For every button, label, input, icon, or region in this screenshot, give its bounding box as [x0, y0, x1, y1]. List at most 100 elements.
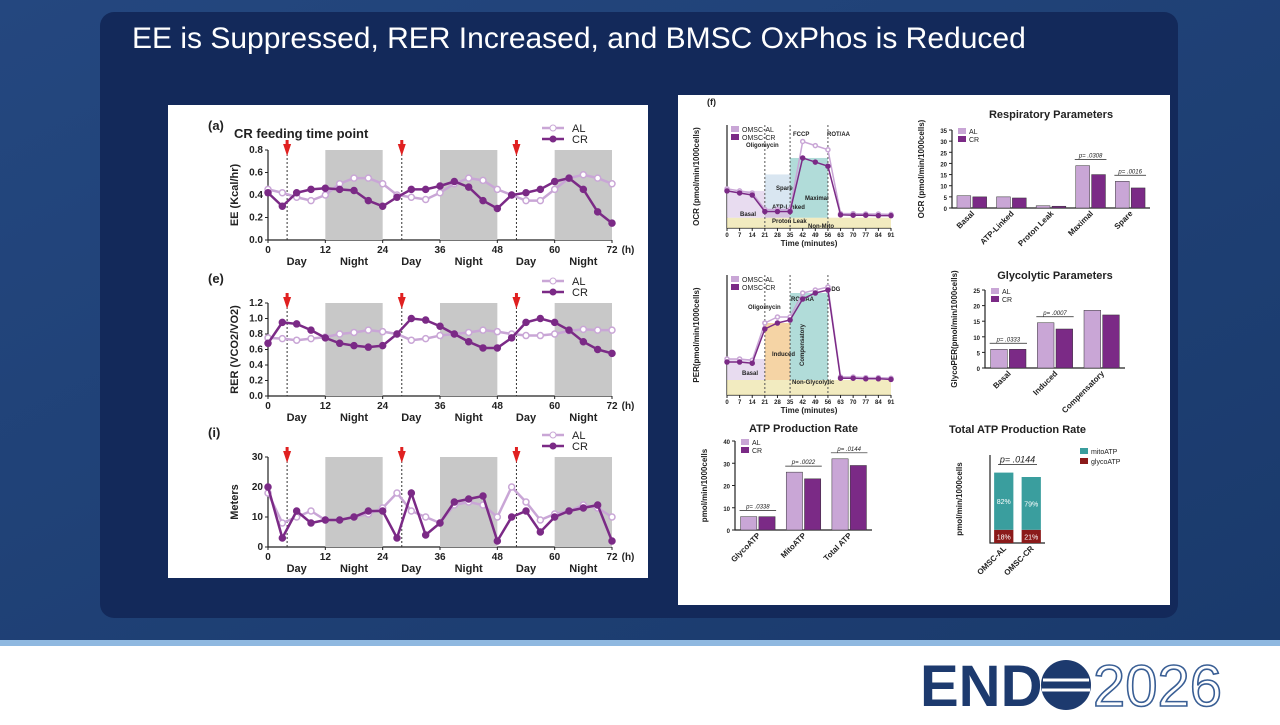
data-point [421, 531, 430, 539]
charts: EE (Kcal/hr) 0.0 0.2 0.4 0.6 0.8 CR feeding ti… [208, 97, 1150, 577]
data-point [393, 489, 401, 497]
legend-marker [549, 442, 557, 450]
y-tick-label: 30 [252, 452, 264, 463]
feeding-arrow [512, 140, 521, 156]
x-tick-label: 7 [738, 233, 742, 239]
y-axis-label: OCR (pmol/min/1000cells) [917, 119, 926, 218]
legend-label: CR [572, 134, 588, 146]
data-point [522, 189, 530, 197]
y-tick-label: 30 [940, 140, 947, 146]
data-point [479, 344, 487, 352]
period-label: Night [455, 256, 483, 268]
phase-shade [764, 323, 791, 380]
annotation: FCCP [793, 132, 809, 138]
data-point [565, 174, 573, 182]
data-point [593, 174, 602, 182]
data-point [608, 219, 616, 227]
bar [1012, 197, 1027, 209]
legend-swatch [731, 284, 739, 290]
x-tick-label: 84 [875, 233, 882, 239]
chart-title: Total ATP Production Rate [949, 424, 1086, 436]
data-point [522, 331, 530, 340]
data-point [378, 341, 387, 350]
bar [849, 465, 867, 531]
data-point [350, 328, 358, 337]
data-point [407, 193, 416, 201]
y-tick-label: 0.0 [249, 391, 263, 402]
y-axis-label: EE (Kcal/hr) [229, 163, 241, 226]
legend-swatch [991, 288, 999, 294]
legend-label: glycoATP [1091, 459, 1121, 466]
data-point [278, 202, 287, 210]
bar [1055, 328, 1073, 369]
period-label: Day [287, 563, 308, 575]
x-tick-label: 0 [725, 400, 729, 406]
period-label: Night [340, 412, 368, 424]
night-shade [325, 150, 383, 240]
period-label: Night [340, 256, 368, 268]
annotation: Induced [772, 352, 795, 358]
data-point [378, 327, 387, 336]
legend-label: AL [572, 123, 585, 135]
data-point [307, 519, 315, 527]
data-point [393, 534, 401, 542]
data-point [364, 343, 373, 351]
data-point [736, 190, 743, 196]
night-shade [440, 150, 498, 240]
data-point [278, 534, 287, 542]
annotation: Proton Leak [772, 219, 807, 225]
y-tick-label: 5 [944, 196, 948, 202]
data-point [364, 326, 373, 334]
data-point [837, 375, 844, 381]
data-point [493, 327, 502, 336]
period-label: Day [401, 563, 422, 575]
period-label: Night [569, 256, 597, 268]
data-point [421, 334, 430, 343]
data-point [888, 376, 894, 383]
data-point [608, 326, 616, 334]
y-tick-label: 25 [940, 151, 947, 157]
y-axis-label: Meters [229, 484, 241, 519]
data-point [888, 212, 894, 219]
x-tick-label: 91 [888, 400, 895, 406]
x-tick-label: 48 [492, 401, 504, 412]
x-tick-label: 42 [799, 233, 806, 239]
panel-label: (i) [208, 425, 220, 440]
bar [1075, 165, 1090, 209]
annotation: Maximal [805, 196, 829, 202]
data-point [493, 537, 502, 545]
legend-swatch [1080, 458, 1088, 464]
data-point [479, 196, 487, 205]
legend-label: AL [572, 276, 585, 288]
data-point [436, 322, 444, 330]
x-tick-label: 28 [774, 233, 781, 239]
slide-title: EE is Suppressed, RER Increased, and BMS… [132, 22, 1026, 55]
y-tick-label: 30 [723, 462, 730, 468]
night-shade [554, 303, 612, 396]
data-point [593, 345, 602, 354]
data-point [335, 185, 344, 194]
data-point [307, 326, 315, 334]
feeding-arrow [397, 447, 406, 463]
x-tick-label: 72 [606, 401, 618, 412]
bar [831, 458, 849, 531]
annotation: Basal [740, 212, 756, 218]
data-point [875, 212, 882, 219]
data-point [436, 182, 444, 190]
panel-label: (a) [208, 118, 224, 133]
data-point [565, 326, 573, 334]
x-tick-label: 14 [749, 233, 756, 239]
y-tick-label: 20 [252, 482, 264, 493]
data-point [493, 204, 502, 213]
data-point [464, 338, 473, 346]
x-tick-label: 36 [434, 401, 446, 412]
y-tick-label: 0.6 [249, 345, 263, 356]
divider [0, 640, 1280, 646]
data-point [579, 338, 588, 346]
y-tick-label: 40 [723, 440, 730, 446]
data-point [350, 186, 358, 195]
x-axis-label: (h) [622, 245, 635, 256]
data-point [493, 513, 502, 521]
data-point [264, 483, 272, 491]
period-label: Day [401, 256, 422, 268]
